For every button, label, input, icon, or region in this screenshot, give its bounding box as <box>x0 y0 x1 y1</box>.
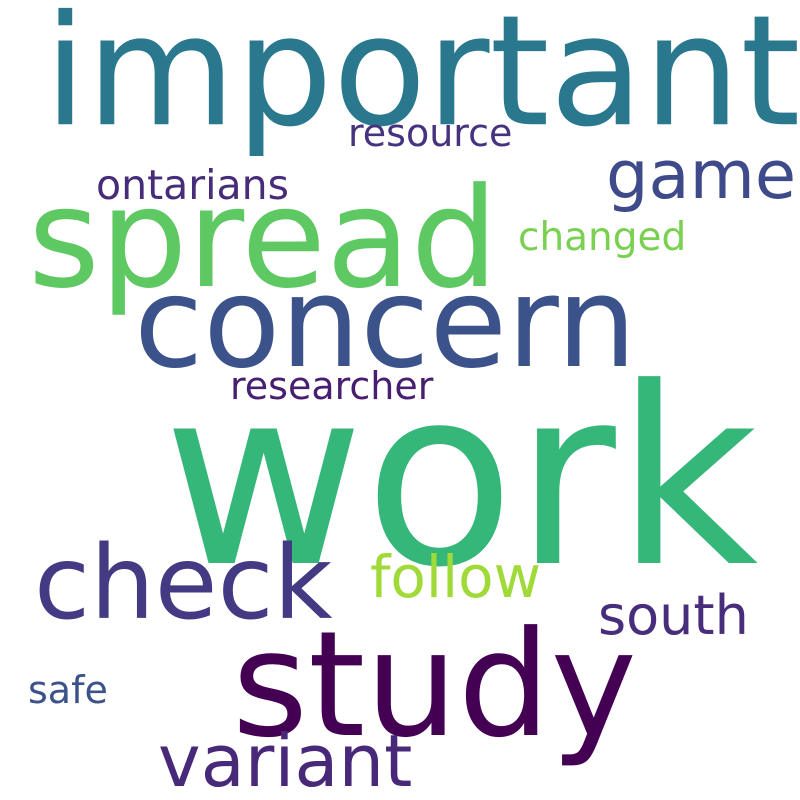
word-game: game <box>606 136 797 214</box>
word-spread: spread <box>28 158 499 319</box>
word-important: important <box>44 0 800 161</box>
word-safe: safe <box>28 668 108 712</box>
word-check: check <box>34 524 333 643</box>
word-variant: variant <box>158 719 413 800</box>
word-resource: resource <box>348 111 513 155</box>
word-follow: follow <box>370 543 542 611</box>
word-work: work <box>163 336 759 622</box>
word-researcher: researcher <box>230 364 434 408</box>
word-south: south <box>598 584 749 647</box>
word-ontarians: ontarians <box>96 161 289 209</box>
word-changed: changed <box>518 215 687 260</box>
word-concern: concern <box>134 249 637 396</box>
word-study: study <box>232 600 637 770</box>
